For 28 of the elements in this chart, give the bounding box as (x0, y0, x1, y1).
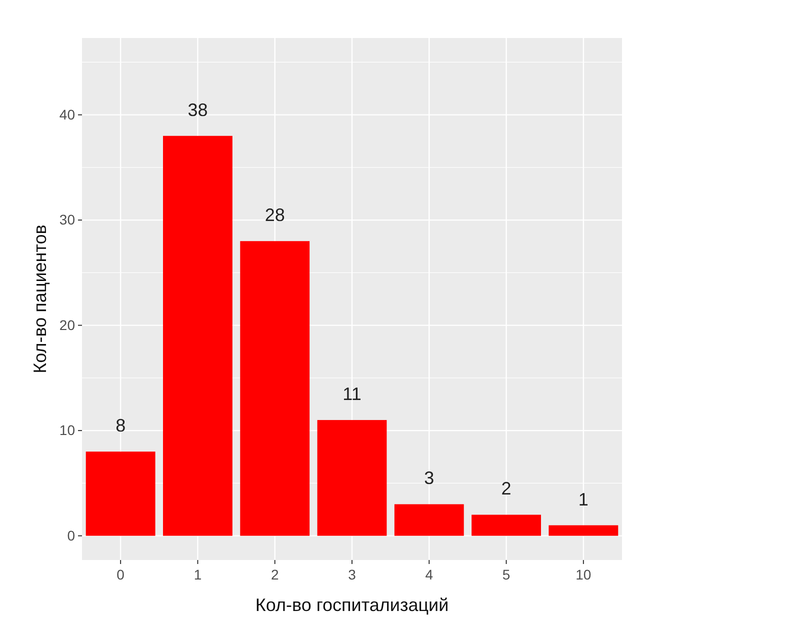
bar (472, 514, 541, 536)
data-label: 38 (188, 100, 208, 120)
x-tick-label: 4 (425, 566, 434, 583)
bar (240, 241, 310, 536)
bar (163, 136, 232, 536)
y-tick-label: 30 (59, 212, 76, 228)
y-tick-label: 40 (59, 106, 76, 122)
y-tick-label: 20 (59, 316, 76, 333)
bar (548, 525, 618, 536)
y-axis-title: Кол-во пациентов (30, 224, 50, 374)
x-tick-label: 5 (502, 566, 510, 583)
x-tick-label: 10 (576, 566, 592, 583)
x-tick-label: 2 (270, 566, 279, 583)
data-label: 8 (116, 416, 126, 436)
bar (86, 452, 156, 536)
y-tick-label: 10 (59, 422, 76, 438)
x-tick-label: 1 (194, 566, 202, 583)
x-axis-title: Кол-во госпитализаций (255, 595, 449, 615)
data-label: 2 (501, 478, 512, 499)
x-tick-label: 0 (116, 566, 125, 583)
bar (394, 504, 464, 536)
data-label: 3 (424, 468, 434, 488)
data-label: 28 (264, 205, 285, 226)
y-tick-label: 0 (67, 527, 76, 544)
x-tick-label: 3 (348, 566, 356, 583)
data-label: 11 (342, 384, 362, 404)
data-label: 1 (578, 489, 588, 510)
bar (317, 420, 387, 536)
